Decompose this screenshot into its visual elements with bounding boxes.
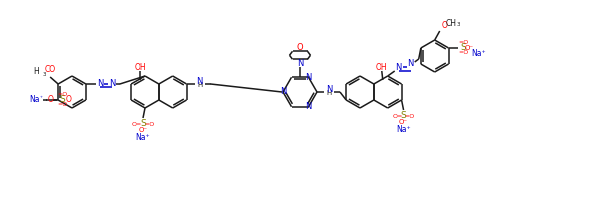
Text: N: N (97, 79, 103, 88)
Text: O: O (47, 96, 53, 104)
Text: =O: =O (144, 121, 154, 127)
Text: S: S (461, 44, 466, 52)
Text: O⁻: O⁻ (465, 45, 474, 51)
Text: H: H (326, 90, 332, 96)
Text: CO: CO (44, 66, 56, 74)
Text: Na: Na (29, 95, 40, 104)
Text: S: S (59, 96, 65, 104)
Text: N: N (196, 76, 203, 86)
Text: N: N (297, 59, 303, 68)
Text: S: S (401, 112, 406, 120)
Text: =O: =O (458, 40, 469, 46)
Text: N: N (326, 84, 332, 94)
Text: N: N (407, 60, 414, 68)
Text: 3: 3 (43, 72, 46, 76)
Text: O: O (442, 21, 448, 30)
Text: O⁻: O⁻ (139, 127, 148, 133)
Text: H: H (34, 68, 39, 76)
Text: O: O (65, 96, 71, 104)
Text: CH: CH (445, 19, 456, 27)
Text: OH: OH (134, 62, 146, 72)
Text: =O: =O (404, 114, 415, 118)
Text: =O: =O (57, 92, 67, 98)
Text: S: S (140, 119, 146, 129)
Text: Na⁺: Na⁺ (396, 126, 411, 134)
Text: 3: 3 (457, 22, 460, 27)
Text: N: N (109, 79, 115, 88)
Text: Na⁺: Na⁺ (136, 134, 151, 142)
Text: N: N (305, 102, 311, 111)
Text: O: O (296, 43, 304, 52)
Text: =O: =O (458, 50, 469, 55)
Text: O=: O= (132, 121, 142, 127)
Text: N: N (280, 88, 286, 97)
Text: OH: OH (376, 62, 388, 72)
Text: O⁻: O⁻ (399, 119, 408, 125)
Text: Na⁺: Na⁺ (471, 49, 486, 58)
Text: N: N (395, 64, 402, 72)
Text: ⁺: ⁺ (40, 96, 43, 100)
Text: N: N (305, 73, 311, 82)
Text: =O: =O (57, 102, 67, 108)
Text: H: H (197, 82, 202, 88)
Text: O=: O= (392, 114, 403, 118)
